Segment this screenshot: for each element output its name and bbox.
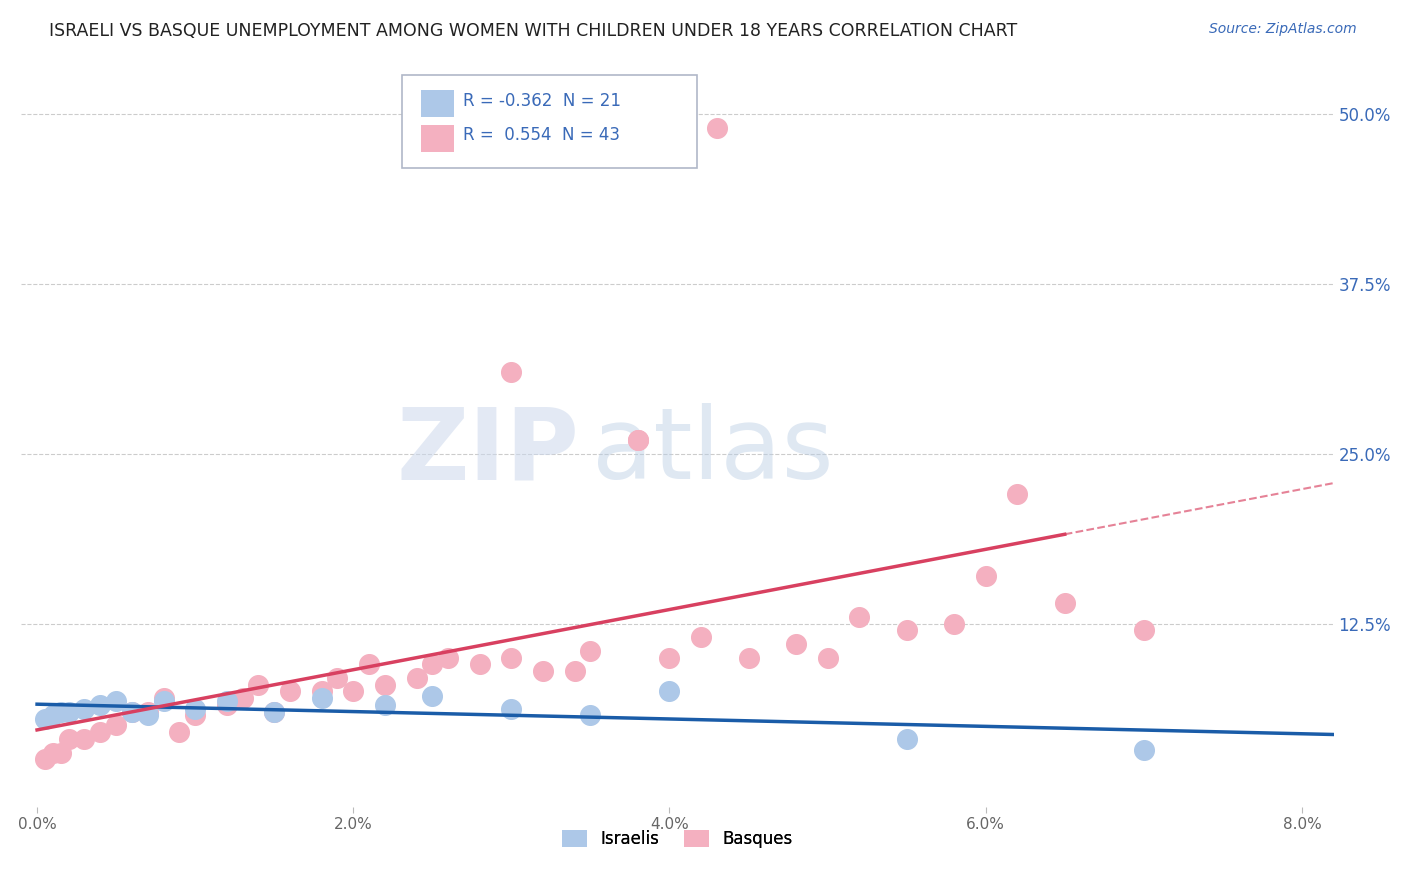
Point: [437, 650, 460, 665]
Point: [342, 684, 364, 698]
Point: [374, 698, 396, 712]
Point: [121, 705, 143, 719]
Point: [58, 705, 80, 719]
Point: [326, 671, 349, 685]
Point: [105, 694, 128, 708]
Point: [34, 752, 56, 766]
Point: [579, 643, 602, 657]
Point: [420, 657, 443, 672]
Point: [121, 705, 143, 719]
Point: [658, 650, 681, 665]
Point: [501, 650, 523, 665]
Point: [374, 678, 396, 692]
Text: Source: ZipAtlas.com: Source: ZipAtlas.com: [1209, 22, 1357, 37]
Text: atlas: atlas: [592, 403, 834, 500]
Text: R =  0.554  N = 43: R = 0.554 N = 43: [464, 126, 620, 145]
Point: [184, 702, 207, 716]
Text: ISRAELI VS BASQUE UNEMPLOYMENT AMONG WOMEN WITH CHILDREN UNDER 18 YEARS CORRELAT: ISRAELI VS BASQUE UNEMPLOYMENT AMONG WOM…: [49, 22, 1018, 40]
Point: [531, 664, 554, 678]
Point: [1007, 487, 1029, 501]
Point: [278, 684, 301, 698]
Point: [152, 691, 174, 706]
Point: [184, 707, 207, 722]
Point: [34, 712, 56, 726]
Point: [468, 657, 491, 672]
FancyBboxPatch shape: [422, 90, 454, 117]
Point: [690, 630, 713, 644]
Point: [89, 725, 111, 739]
Point: [247, 678, 270, 692]
Legend: Israelis, Basques: Israelis, Basques: [555, 823, 800, 855]
Point: [215, 698, 238, 712]
Point: [263, 705, 285, 719]
Point: [579, 707, 602, 722]
Point: [169, 725, 191, 739]
Point: [49, 705, 72, 719]
Point: [564, 664, 586, 678]
Text: ZIP: ZIP: [396, 403, 579, 500]
Point: [501, 365, 523, 379]
Point: [311, 691, 333, 706]
Point: [737, 650, 759, 665]
Point: [627, 433, 650, 447]
Point: [311, 684, 333, 698]
Point: [785, 637, 807, 651]
Point: [105, 718, 128, 732]
Point: [359, 657, 381, 672]
Point: [136, 707, 159, 722]
Point: [73, 702, 96, 716]
Point: [405, 671, 427, 685]
Point: [1133, 624, 1156, 638]
Point: [501, 702, 523, 716]
Point: [58, 732, 80, 747]
Point: [627, 433, 650, 447]
Point: [1133, 743, 1156, 757]
Point: [73, 732, 96, 747]
Point: [706, 120, 728, 135]
Point: [263, 705, 285, 719]
Point: [42, 707, 65, 722]
Point: [215, 694, 238, 708]
Point: [42, 746, 65, 760]
Point: [152, 694, 174, 708]
FancyBboxPatch shape: [402, 75, 697, 168]
Point: [49, 746, 72, 760]
Point: [896, 732, 918, 747]
Point: [89, 698, 111, 712]
Point: [1053, 596, 1076, 610]
Text: R = -0.362  N = 21: R = -0.362 N = 21: [464, 92, 621, 110]
Point: [943, 616, 966, 631]
Point: [420, 689, 443, 703]
FancyBboxPatch shape: [422, 125, 454, 152]
Point: [848, 609, 870, 624]
Point: [896, 624, 918, 638]
Point: [658, 684, 681, 698]
Point: [817, 650, 839, 665]
Point: [974, 569, 997, 583]
Point: [232, 691, 254, 706]
Point: [136, 705, 159, 719]
